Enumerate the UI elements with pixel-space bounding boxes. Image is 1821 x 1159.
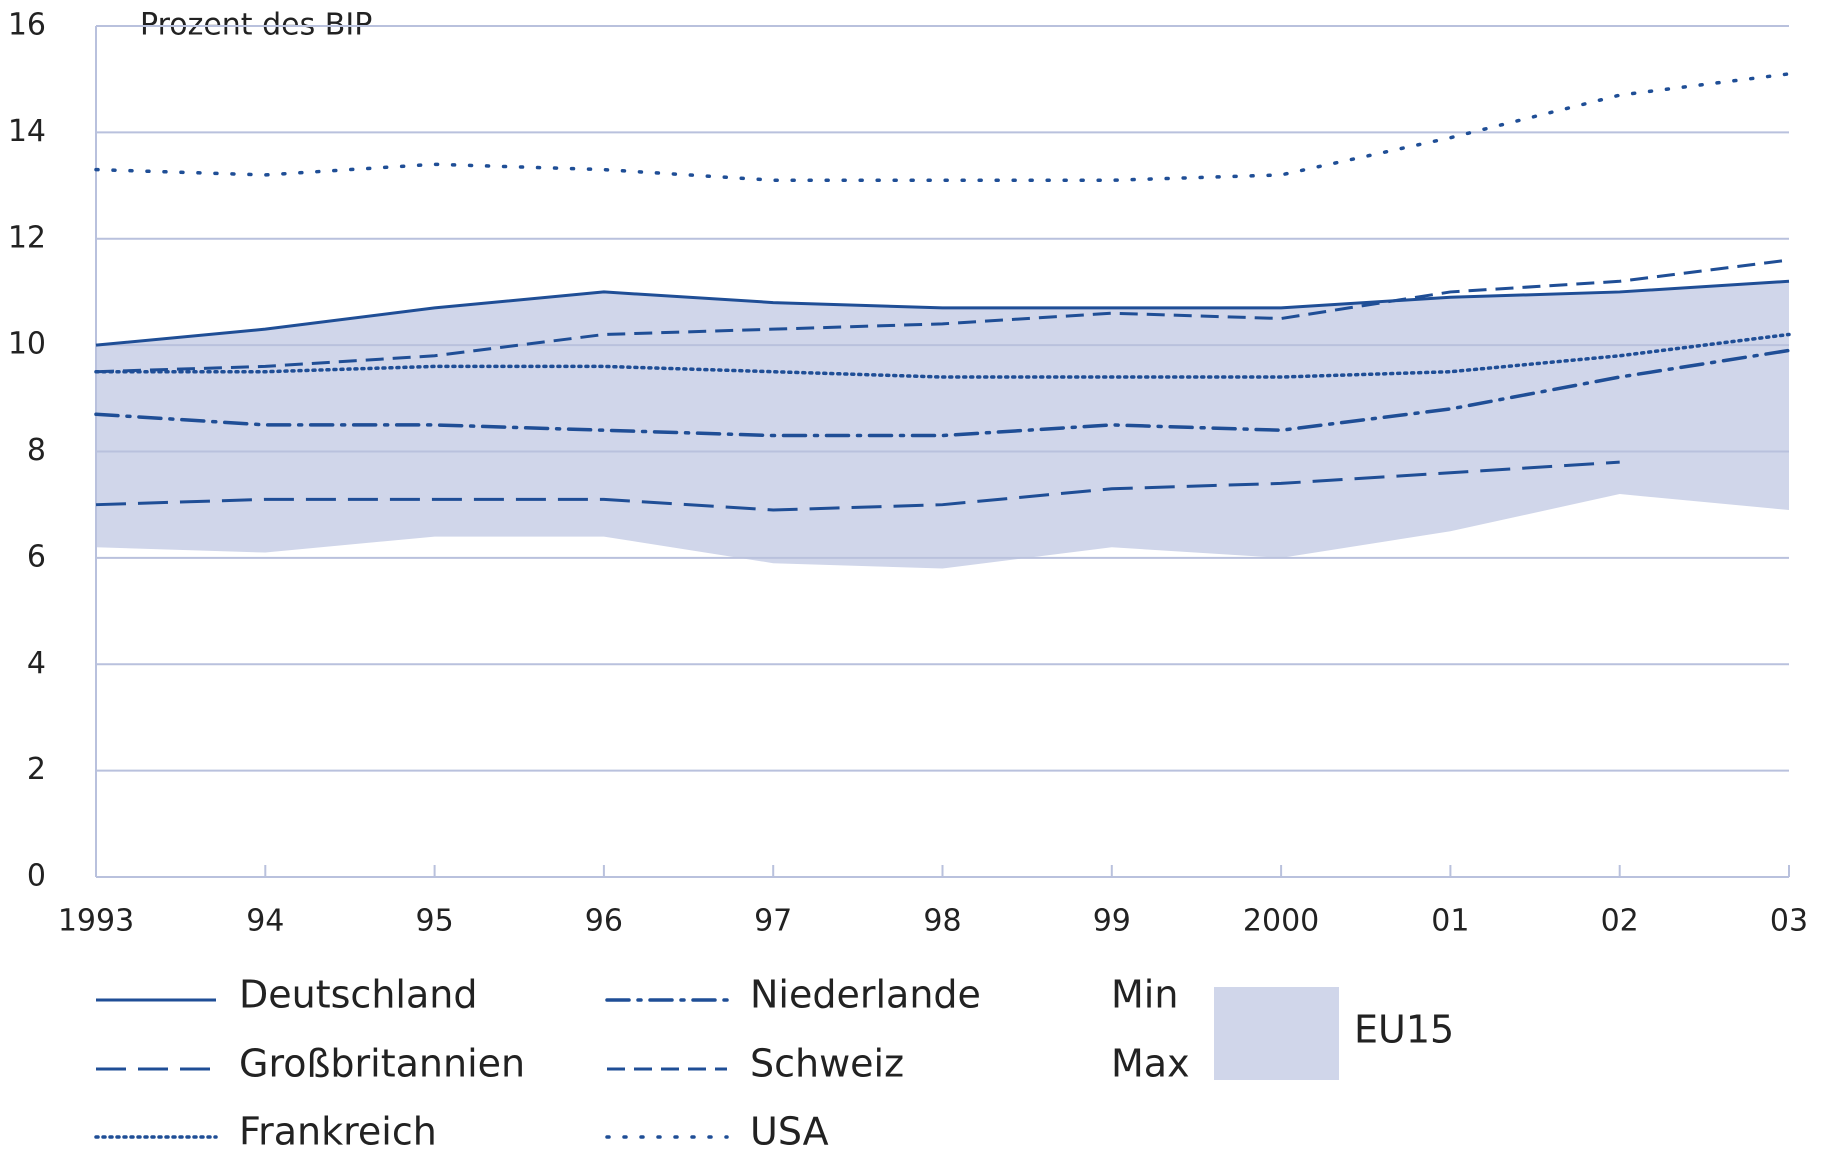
x-tick-label: 1993 — [58, 904, 134, 939]
x-tick-label: 97 — [754, 904, 792, 939]
legend-label: USA — [750, 1110, 829, 1154]
line-series — [95, 279, 1790, 347]
x-tick-label: 96 — [585, 904, 623, 939]
legend-label: Niederlande — [750, 973, 981, 1017]
y-tick-label: 0 — [27, 859, 46, 894]
x-tick-label: 03 — [1770, 904, 1808, 939]
y-tick-label: 12 — [8, 220, 46, 255]
y-tick-label: 8 — [27, 433, 46, 468]
legend-min: Min — [1111, 973, 1178, 1017]
legend-label: Großbritannien — [239, 1042, 525, 1086]
line-series — [94, 348, 1791, 438]
x-tick-label: 98 — [923, 904, 961, 939]
band-area — [96, 281, 1789, 569]
x-tick-label: 02 — [1601, 904, 1639, 939]
x-tick-label: 99 — [1093, 904, 1131, 939]
legend-band-swatch — [1214, 987, 1339, 1080]
x-tick-label: 01 — [1431, 904, 1469, 939]
y-tick-label: 6 — [27, 539, 46, 574]
y-tick-label: 14 — [8, 114, 46, 149]
legend-label: Schweiz — [750, 1042, 904, 1086]
line-series — [95, 258, 1790, 374]
y-tick-label: 2 — [27, 752, 46, 787]
legend-label: Frankreich — [239, 1110, 437, 1154]
x-tick-label: 95 — [416, 904, 454, 939]
y-tick-label: 4 — [27, 646, 46, 681]
legend-max: Max — [1111, 1042, 1190, 1086]
line-series — [95, 460, 1620, 512]
y-tick-label: 16 — [8, 8, 46, 43]
legend-band-label: EU15 — [1354, 1008, 1454, 1052]
line-series — [94, 332, 1791, 379]
x-tick-label: 2000 — [1243, 904, 1319, 939]
line-series — [94, 72, 1791, 182]
legend-label: Deutschland — [239, 973, 477, 1017]
x-tick-label: 94 — [246, 904, 284, 939]
y-tick-label: 10 — [8, 327, 46, 362]
